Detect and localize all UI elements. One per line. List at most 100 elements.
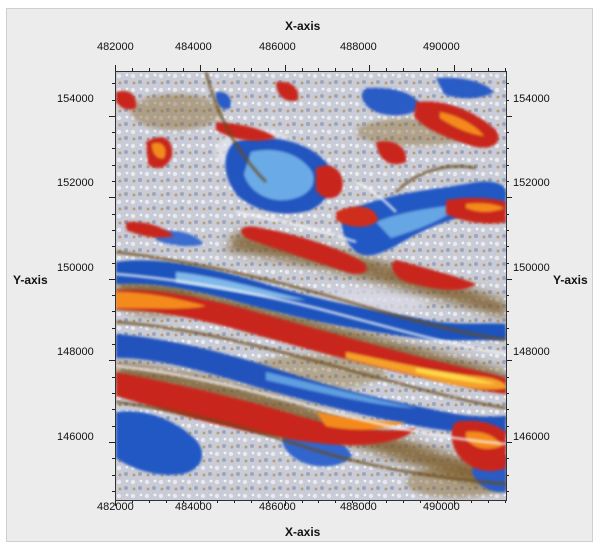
tick-mark — [165, 500, 167, 503]
tick-mark — [506, 115, 512, 117]
y-tick-label-left: 150000 — [57, 262, 94, 274]
tick-mark — [506, 344, 509, 346]
tick-mark — [199, 65, 201, 71]
tick-mark — [112, 164, 115, 166]
tick-mark — [386, 500, 388, 503]
x-tick-label-bottom: 486000 — [259, 501, 296, 513]
tick-mark — [506, 278, 512, 280]
tick-mark — [506, 246, 509, 248]
tick-mark — [109, 197, 115, 199]
tick-mark — [369, 500, 371, 506]
tick-mark — [471, 500, 473, 503]
tick-mark — [488, 500, 490, 503]
tick-mark — [182, 68, 184, 71]
tick-mark — [506, 393, 509, 395]
x-tick-label-top: 490000 — [423, 41, 460, 53]
left-axis-title: Y-axis — [13, 273, 48, 287]
tick-mark — [112, 246, 115, 248]
y-tick-label-right: 150000 — [513, 262, 550, 274]
tick-mark — [112, 262, 115, 264]
tick-mark — [250, 500, 252, 503]
x-tick-label-top: 488000 — [340, 41, 377, 53]
tick-mark — [505, 500, 506, 503]
tick-mark — [112, 229, 115, 231]
tick-mark — [505, 68, 506, 71]
tick-mark — [165, 68, 167, 71]
y-tick-label-left: 154000 — [57, 93, 94, 105]
tick-mark — [506, 213, 509, 215]
tick-mark — [318, 500, 320, 503]
tick-mark — [112, 83, 115, 85]
tick-mark — [112, 490, 115, 492]
tick-mark — [131, 500, 133, 503]
y-tick-label-right: 152000 — [513, 177, 550, 189]
tick-mark — [506, 441, 512, 443]
x-tick-label-bottom: 484000 — [175, 501, 212, 513]
tick-mark — [506, 132, 509, 134]
tick-mark — [115, 500, 116, 506]
tick-mark — [403, 500, 405, 503]
tick-mark — [506, 376, 509, 378]
tick-mark — [454, 65, 456, 71]
tick-mark — [267, 500, 269, 503]
tick-mark — [284, 500, 286, 506]
tick-mark — [488, 68, 490, 71]
tick-mark — [112, 393, 115, 395]
tick-mark — [112, 474, 115, 476]
y-tick-label-left: 148000 — [57, 346, 94, 358]
tick-mark — [506, 360, 512, 362]
tick-mark — [109, 115, 115, 117]
tick-mark — [182, 500, 184, 503]
tick-mark — [318, 68, 320, 71]
tick-mark — [506, 164, 509, 166]
tick-mark — [352, 68, 354, 71]
tick-mark — [112, 181, 115, 183]
tick-mark — [506, 311, 509, 313]
tick-mark — [250, 68, 252, 71]
tick-mark — [506, 474, 509, 476]
tick-mark — [112, 132, 115, 134]
plot-panel: X-axis X-axis Y-axis Y-axis 482000 48400… — [6, 8, 593, 542]
x-tick-label-top: 482000 — [97, 41, 134, 53]
tick-mark — [506, 327, 509, 329]
x-tick-label-bottom: 490000 — [423, 501, 460, 513]
tick-mark — [301, 68, 303, 71]
tick-mark — [233, 68, 235, 71]
tick-mark — [112, 458, 115, 460]
tick-mark — [112, 425, 115, 427]
tick-mark — [386, 68, 388, 71]
tick-mark — [369, 65, 371, 71]
y-tick-label-right: 146000 — [513, 431, 550, 443]
tick-mark — [109, 441, 115, 443]
tick-mark — [109, 278, 115, 280]
y-tick-label-right: 148000 — [513, 346, 550, 358]
tick-mark — [112, 148, 115, 150]
tick-mark — [115, 65, 116, 71]
tick-mark — [506, 409, 509, 411]
tick-mark — [233, 500, 235, 503]
tick-mark — [216, 500, 218, 503]
tick-mark — [420, 68, 422, 71]
x-tick-label-top: 486000 — [259, 41, 296, 53]
tick-mark — [148, 500, 150, 503]
tick-mark — [506, 229, 509, 231]
tick-mark — [267, 68, 269, 71]
tick-mark — [506, 181, 509, 183]
y-tick-label-left: 146000 — [57, 431, 94, 443]
tick-mark — [112, 295, 115, 297]
tick-mark — [112, 376, 115, 378]
tick-mark — [437, 68, 439, 71]
tick-mark — [112, 409, 115, 411]
tick-mark — [335, 500, 337, 503]
tick-mark — [506, 99, 509, 101]
tick-mark — [131, 68, 133, 71]
tick-mark — [112, 327, 115, 329]
tick-mark — [506, 490, 509, 492]
y-tick-label-right: 154000 — [513, 93, 550, 105]
tick-mark — [506, 148, 509, 150]
tick-mark — [506, 458, 509, 460]
tick-mark — [506, 425, 509, 427]
tick-mark — [199, 500, 201, 506]
tick-mark — [112, 213, 115, 215]
top-axis-title: X-axis — [285, 19, 321, 33]
